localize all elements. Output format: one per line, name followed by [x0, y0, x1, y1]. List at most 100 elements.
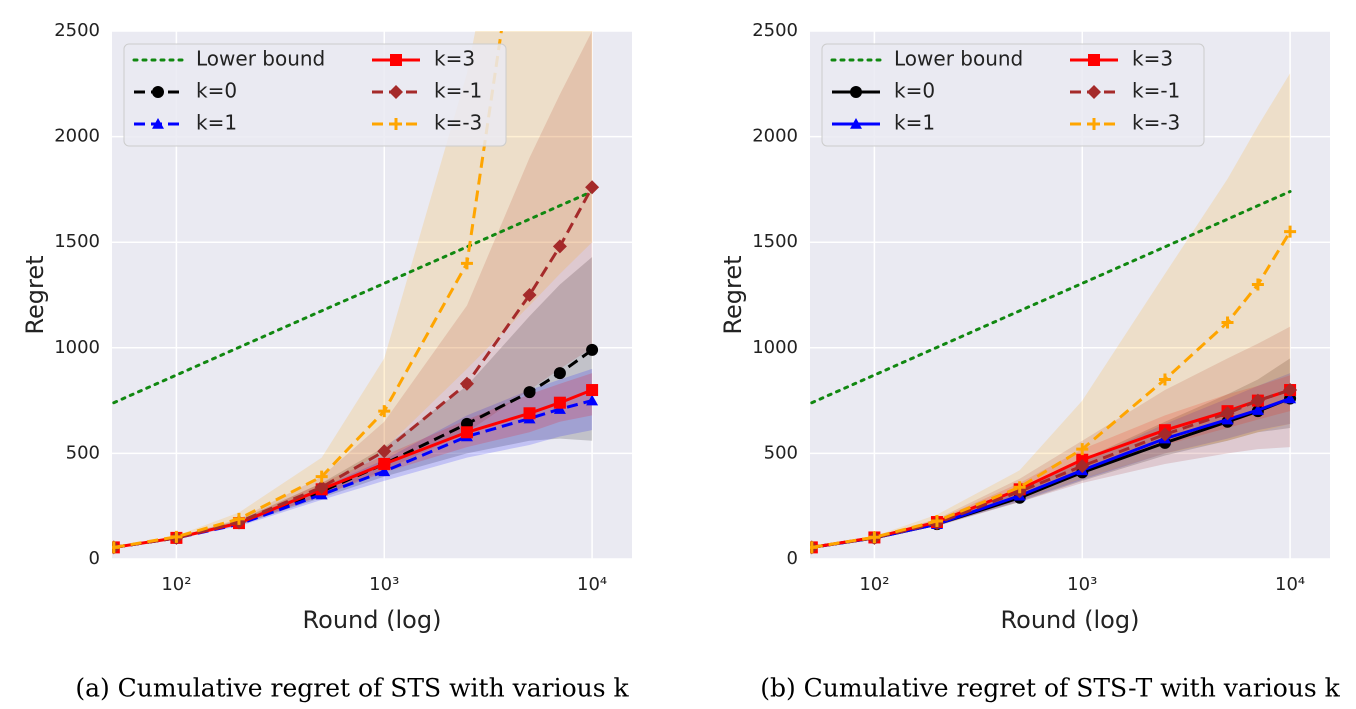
y-tick-label: 2500	[752, 20, 798, 41]
marker	[1087, 85, 1101, 99]
legend: Lower bound k=0 k=1 k=3 k=-1 k=-3	[821, 43, 1205, 147]
marker	[868, 531, 881, 544]
y-tick-label: 0	[89, 548, 100, 569]
marker	[315, 470, 328, 483]
marker	[1088, 54, 1100, 66]
marker	[586, 384, 599, 397]
caption: (b) Cumulative regret of STS-T with vari…	[760, 674, 1340, 703]
marker	[378, 465, 391, 477]
marker	[390, 54, 402, 66]
marker	[1088, 118, 1100, 130]
marker	[232, 512, 245, 525]
x-axis-label: Round (log)	[303, 606, 442, 634]
y-tick-label: 2000	[54, 126, 100, 147]
caption: (a) Cumulative regret of STS with variou…	[75, 674, 629, 703]
marker	[553, 367, 566, 380]
marker	[377, 444, 392, 459]
marker	[850, 86, 862, 98]
marker	[553, 396, 566, 409]
marker	[1013, 481, 1026, 494]
marker	[850, 118, 862, 129]
marker	[378, 405, 391, 418]
confidence-band	[113, 31, 593, 548]
y-tick-label: 2500	[54, 20, 100, 41]
marker	[1221, 316, 1234, 329]
marker	[390, 118, 402, 130]
marker	[1220, 406, 1235, 421]
marker	[552, 239, 567, 254]
confidence-band	[113, 31, 593, 548]
legend: Lower bound k=0 k=1 k=3 k=-1 k=-3	[123, 43, 507, 147]
plot-area	[112, 31, 600, 555]
legend-frame	[821, 43, 1205, 147]
confidence-band	[113, 368, 593, 548]
x-tick-label: 10³	[1067, 574, 1097, 595]
marker	[523, 386, 536, 399]
legend-frame	[123, 43, 507, 147]
marker	[378, 457, 391, 470]
marker	[586, 343, 599, 356]
y-tick-label: 1000	[752, 337, 798, 358]
marker	[1284, 392, 1297, 404]
marker	[586, 394, 599, 406]
marker	[522, 288, 537, 302]
marker	[930, 514, 943, 527]
y-axis-label: Regret	[719, 255, 747, 334]
marker	[1251, 404, 1264, 415]
y-tick-label: 500	[764, 442, 798, 463]
marker	[112, 541, 120, 554]
y-tick-label: 0	[787, 548, 798, 569]
legend-label: k=0	[196, 79, 237, 103]
x-tick-label: 10⁴	[1275, 574, 1305, 595]
y-tick-label: 1500	[54, 231, 100, 252]
legend-label: k=-1	[434, 79, 482, 103]
y-tick-label: 1000	[54, 337, 100, 358]
confidence-band	[811, 326, 1291, 548]
x-tick-label: 10²	[859, 574, 889, 595]
confidence-band	[113, 256, 593, 548]
marker	[389, 85, 403, 99]
y-tick-label: 500	[66, 442, 100, 463]
legend-label: k=3	[1132, 47, 1173, 71]
x-tick-label: 10⁴	[577, 574, 607, 595]
marker	[152, 86, 164, 98]
legend-label: Lower bound	[196, 47, 325, 71]
y-tick-label: 2000	[752, 126, 798, 147]
marker	[585, 180, 600, 195]
marker	[170, 530, 183, 543]
marker	[460, 426, 473, 439]
legend-label: k=-3	[434, 111, 482, 135]
marker	[810, 541, 818, 554]
x-tick-label: 10²	[161, 574, 191, 595]
series-line	[811, 388, 1291, 549]
confidence-band	[113, 373, 593, 548]
marker	[1075, 459, 1090, 474]
marker	[459, 376, 474, 391]
marker	[1158, 373, 1171, 386]
legend-label: k=-3	[1132, 111, 1180, 135]
legend-label: k=1	[894, 111, 935, 135]
series-line	[112, 190, 594, 405]
subplot: 0 500 1000 1500 2000 2500 10² 10³ 10⁴ Round (log)…	[21, 20, 632, 703]
legend-label: k=1	[196, 111, 237, 135]
confidence-band	[811, 375, 1291, 548]
legend-label: k=3	[434, 47, 475, 71]
marker	[1157, 427, 1172, 442]
x-tick-label: 10³	[369, 574, 399, 595]
marker	[314, 480, 329, 495]
marker	[152, 118, 164, 129]
y-axis-label: Regret	[21, 255, 49, 334]
subplot: 0 500 1000 1500 2000 2500 10² 10³ 10⁴ Round (log)…	[719, 20, 1341, 703]
y-tick-label: 1500	[752, 231, 798, 252]
marker	[460, 257, 473, 270]
x-axis-label: Round (log)	[1001, 606, 1140, 634]
marker	[1284, 225, 1297, 238]
legend-label: k=-1	[1132, 79, 1180, 103]
marker	[523, 407, 536, 420]
plot-area	[810, 73, 1298, 555]
series-line	[810, 190, 1292, 405]
marker	[1076, 443, 1089, 456]
legend-label: Lower bound	[894, 47, 1023, 71]
legend-label: k=0	[894, 79, 935, 103]
